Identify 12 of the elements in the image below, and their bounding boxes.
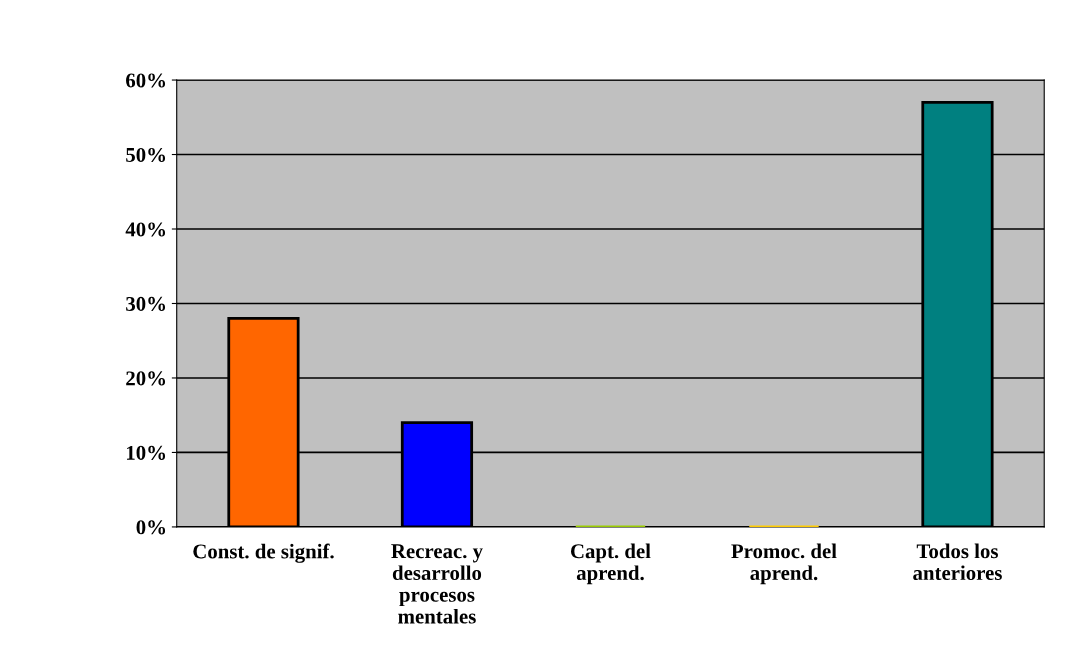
y-tick-label: 10% (127, 445, 166, 460)
y-tick-label: 20% (126, 371, 166, 386)
y-tick-label: 30% (126, 296, 166, 311)
x-tick-label: Const. de signif. (193, 543, 334, 563)
x-tick-label: Promoc. del aprend. (731, 543, 837, 585)
x-tick-label: Recreac. y desarrollo procesos mentales (391, 544, 483, 624)
y-tick-label: 50% (126, 147, 166, 163)
y-tick-label: 60% (126, 73, 166, 88)
x-tick-label: Capt. del aprend. (570, 543, 651, 585)
y-tick-label: 0% (136, 520, 166, 535)
x-tick-label: Todos los anteriores (913, 543, 1002, 581)
y-tick-label: 40% (125, 222, 166, 237)
